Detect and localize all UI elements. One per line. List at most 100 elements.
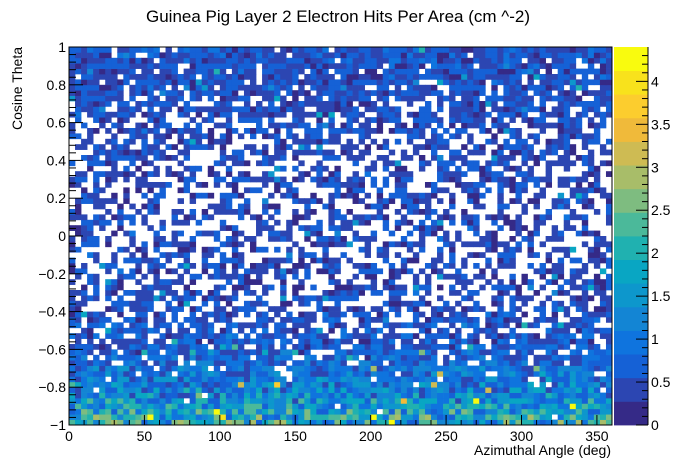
- heatmap-cell: [93, 117, 100, 123]
- heatmap-cell: [262, 133, 269, 140]
- heatmap-cell: [358, 90, 365, 96]
- heatmap-cell: [503, 106, 510, 113]
- heatmap-cell: [545, 365, 553, 372]
- heatmap-cell: [292, 90, 299, 96]
- heatmap-cell: [105, 138, 112, 145]
- heatmap-cell: [455, 230, 462, 237]
- heatmap-cell: [316, 128, 323, 134]
- heatmap-cell: [237, 47, 245, 53]
- heatmap-cell: [183, 419, 191, 426]
- heatmap-cell: [382, 203, 390, 210]
- heatmap-cell: [533, 214, 540, 221]
- heatmap-cell: [557, 327, 565, 334]
- heatmap-cell: [449, 322, 456, 329]
- heatmap-cell: [153, 74, 160, 80]
- heatmap-cell: [243, 74, 251, 80]
- heatmap-cell: [292, 138, 299, 145]
- heatmap-cell: [99, 101, 106, 107]
- heatmap-cell: [437, 327, 444, 334]
- heatmap-cell: [461, 74, 468, 80]
- heatmap-cell: [243, 354, 251, 361]
- heatmap-cell: [346, 295, 353, 302]
- heatmap-cell: [412, 365, 420, 372]
- heatmap-cell: [455, 338, 462, 345]
- heatmap-cell: [599, 392, 607, 399]
- heatmap-cell: [467, 57, 474, 64]
- heatmap-cell: [87, 74, 94, 80]
- heatmap-cell: [364, 165, 372, 172]
- heatmap-cell: [346, 84, 353, 91]
- heatmap-cell: [322, 165, 329, 172]
- heatmap-cell: [599, 95, 607, 102]
- heatmap-cell: [593, 79, 601, 86]
- heatmap-cell: [171, 376, 178, 383]
- heatmap-cell: [298, 84, 305, 91]
- heatmap-cell: [183, 165, 191, 172]
- heatmap-cell: [509, 344, 516, 350]
- heatmap-cell: [455, 290, 462, 296]
- heatmap-cell: [334, 290, 341, 296]
- heatmap-cell: [473, 144, 480, 150]
- heatmap-cell: [153, 263, 160, 269]
- heatmap-cell: [563, 176, 571, 183]
- heatmap-cell: [298, 149, 305, 156]
- heatmap-cell: [545, 387, 553, 393]
- heatmap-cell: [443, 392, 450, 399]
- heatmap-cell: [93, 74, 100, 80]
- heatmap-cell: [394, 381, 402, 388]
- heatmap-cell: [424, 344, 432, 350]
- heatmap-cell: [491, 155, 498, 161]
- heatmap-cell: [485, 214, 492, 221]
- heatmap-cell: [328, 327, 335, 334]
- heatmap-cell: [467, 122, 474, 129]
- heatmap-cell: [509, 273, 516, 280]
- heatmap-cell: [563, 392, 571, 399]
- heatmap-cell: [473, 79, 480, 86]
- heatmap-cell: [569, 47, 577, 53]
- heatmap-cell: [473, 84, 480, 91]
- heatmap-cell: [201, 398, 209, 404]
- heatmap-cell: [322, 246, 329, 253]
- heatmap-cell: [328, 225, 335, 231]
- heatmap-cell: [93, 295, 100, 302]
- heatmap-cell: [418, 63, 426, 69]
- heatmap-cell: [87, 317, 94, 323]
- heatmap-cell: [575, 155, 583, 161]
- heatmap-cell: [141, 101, 148, 107]
- heatmap-cell: [310, 101, 317, 107]
- heatmap-cell: [400, 322, 408, 329]
- heatmap-cell: [153, 387, 160, 393]
- heatmap-cell: [599, 63, 607, 69]
- heatmap-cell: [201, 133, 209, 140]
- heatmap-cell: [352, 63, 359, 69]
- heatmap-cell: [298, 311, 305, 318]
- heatmap-cell: [129, 306, 136, 312]
- heatmap-cell: [503, 387, 510, 393]
- heatmap-cell: [237, 392, 245, 399]
- heatmap-cell: [207, 246, 215, 253]
- heatmap-cell: [605, 214, 613, 221]
- heatmap-cell: [515, 128, 522, 134]
- heatmap-cell: [461, 241, 468, 248]
- heatmap-cell: [135, 403, 142, 410]
- heatmap-cell: [418, 403, 426, 410]
- heatmap-cell: [539, 47, 546, 53]
- heatmap-cell: [599, 284, 607, 291]
- heatmap-cell: [183, 257, 191, 264]
- heatmap-cell: [605, 398, 613, 404]
- heatmap-cell: [473, 273, 480, 280]
- heatmap-cell: [406, 322, 414, 329]
- heatmap-cell: [479, 354, 486, 361]
- heatmap-cell: [225, 203, 233, 210]
- heatmap-cell: [268, 171, 275, 177]
- heatmap-cell: [473, 300, 480, 307]
- heatmap-cell: [539, 344, 546, 350]
- heatmap-cell: [473, 203, 480, 210]
- heatmap-cell: [165, 165, 172, 172]
- heatmap-cell: [406, 371, 414, 377]
- heatmap-cell: [340, 236, 347, 242]
- heatmap-cell: [449, 160, 456, 167]
- heatmap-cell: [334, 68, 341, 75]
- heatmap-cell: [153, 192, 160, 199]
- heatmap-cell: [467, 90, 474, 96]
